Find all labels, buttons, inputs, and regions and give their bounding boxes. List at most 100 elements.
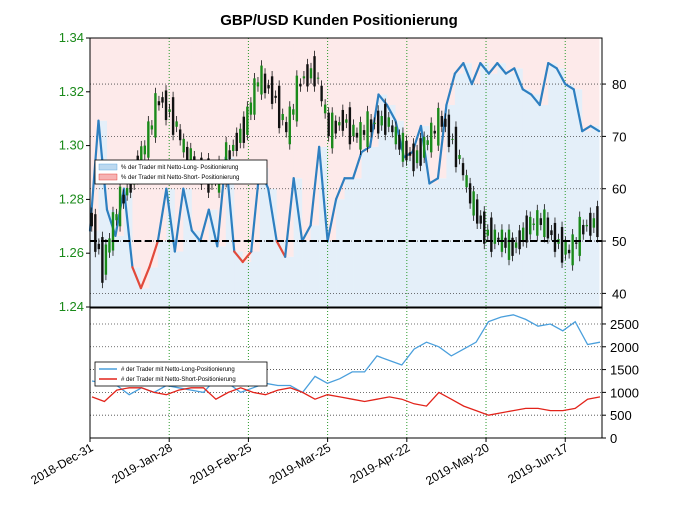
- sentiment-segment: [428, 177, 440, 185]
- candle-body: [281, 113, 284, 121]
- legend-long-count-label: # der Trader mit Netto-Long-Positionieru…: [121, 367, 235, 373]
- sentiment-segment: [190, 229, 202, 243]
- candle-body: [525, 215, 528, 243]
- percent-axis: 40 50 60 70 80: [602, 77, 626, 301]
- candle-body: [302, 76, 306, 79]
- long-shade: [157, 241, 167, 307]
- candle-body: [376, 110, 380, 134]
- short-shade: [302, 38, 311, 242]
- candle-body: [514, 242, 518, 248]
- candle-body: [355, 132, 359, 138]
- short-shade: [505, 38, 515, 74]
- candle-body: [348, 107, 352, 145]
- candle-body: [571, 234, 574, 266]
- candle-body: [384, 103, 387, 135]
- candle-body: [228, 150, 231, 160]
- short-shade: [446, 38, 456, 105]
- candle-body: [111, 212, 115, 251]
- long-shade: [310, 225, 320, 307]
- sentiment-segment: [504, 67, 516, 75]
- percent-tick-label: 80: [612, 77, 626, 92]
- short-shade: [208, 38, 218, 210]
- candle-body: [490, 217, 493, 252]
- long-shade: [106, 209, 116, 307]
- sentiment-segment: [547, 62, 558, 70]
- short-shade: [370, 38, 379, 147]
- long-shade: [208, 209, 218, 307]
- percent-tick-label: 50: [612, 234, 626, 249]
- long-shade: [420, 125, 430, 307]
- candle-body: [539, 218, 543, 225]
- date-tick-label: 2019-Jan-28: [109, 440, 175, 486]
- candle-body: [444, 118, 447, 127]
- long-shade: [412, 152, 422, 307]
- long-shade: [497, 63, 507, 307]
- short-shade: [310, 38, 320, 226]
- candle-body: [458, 155, 461, 160]
- long-shade: [370, 146, 379, 307]
- candle-body: [104, 244, 108, 275]
- candle-body: [323, 104, 327, 114]
- sentiment-segment: [275, 239, 287, 258]
- count-tick-label: 2000: [610, 340, 639, 355]
- long-shade: [98, 120, 108, 307]
- candle-body: [373, 122, 376, 125]
- candle-body: [313, 56, 316, 87]
- long-shade: [251, 251, 261, 307]
- candle-body: [186, 146, 189, 166]
- sentiment-segment: [318, 145, 329, 243]
- long-shade: [174, 251, 184, 307]
- sentiment-segment: [581, 124, 592, 133]
- candle-body: [536, 210, 539, 236]
- short-shade: [157, 38, 167, 242]
- long-shade: [242, 261, 252, 307]
- sentiment-segment: [521, 88, 533, 96]
- candle-body: [493, 229, 497, 244]
- candle-body: [94, 214, 97, 252]
- candle-body: [359, 122, 362, 150]
- candle-body: [479, 215, 482, 224]
- candle-body: [366, 111, 369, 147]
- short-shade: [90, 38, 99, 231]
- candle-body: [253, 78, 256, 115]
- long-shade: [590, 125, 600, 307]
- candle-body: [546, 217, 550, 239]
- percent-tick-label: 70: [612, 129, 626, 144]
- sentiment-segment: [487, 62, 499, 75]
- short-shade: [463, 38, 473, 64]
- candle-body: [398, 134, 401, 150]
- candle-body: [299, 83, 302, 87]
- candle-body: [550, 230, 553, 236]
- short-shade: [106, 38, 116, 210]
- sentiment-legend: % der Trader mit Netto-Long- Positionier…: [94, 159, 268, 185]
- sentiment-panel: 1.24 1.26 1.28 1.30 1.32 1.34 40 50 60 70 80 % de…: [59, 30, 627, 314]
- candle-body: [140, 146, 143, 172]
- candle-body: [560, 226, 564, 263]
- candle-body: [341, 109, 345, 131]
- candle-body: [408, 152, 412, 156]
- legend-short-count-label: # der Trader mit Netto-Short-Positionier…: [121, 377, 236, 383]
- short-shade: [480, 38, 490, 64]
- long-shade: [488, 73, 498, 307]
- sentiment-segment: [148, 239, 159, 269]
- price-tick-label: 1.28: [59, 191, 84, 206]
- candle-body: [256, 82, 260, 87]
- long-shade: [115, 235, 125, 307]
- long-shade: [387, 104, 396, 307]
- candle-body: [270, 76, 274, 104]
- candle-body: [345, 119, 348, 123]
- short-shade: [234, 38, 244, 252]
- candle-body: [553, 222, 557, 252]
- long-shade: [353, 178, 362, 307]
- candle-body: [454, 126, 458, 168]
- long-shade: [395, 120, 405, 307]
- short-shade: [378, 38, 388, 95]
- price-tick-label: 1.24: [59, 299, 84, 314]
- sentiment-segment: [530, 93, 541, 107]
- long-shade: [437, 178, 447, 307]
- candle-body: [567, 249, 571, 254]
- long-shade: [276, 241, 286, 307]
- long-shade: [454, 73, 464, 307]
- short-shade: [531, 38, 541, 95]
